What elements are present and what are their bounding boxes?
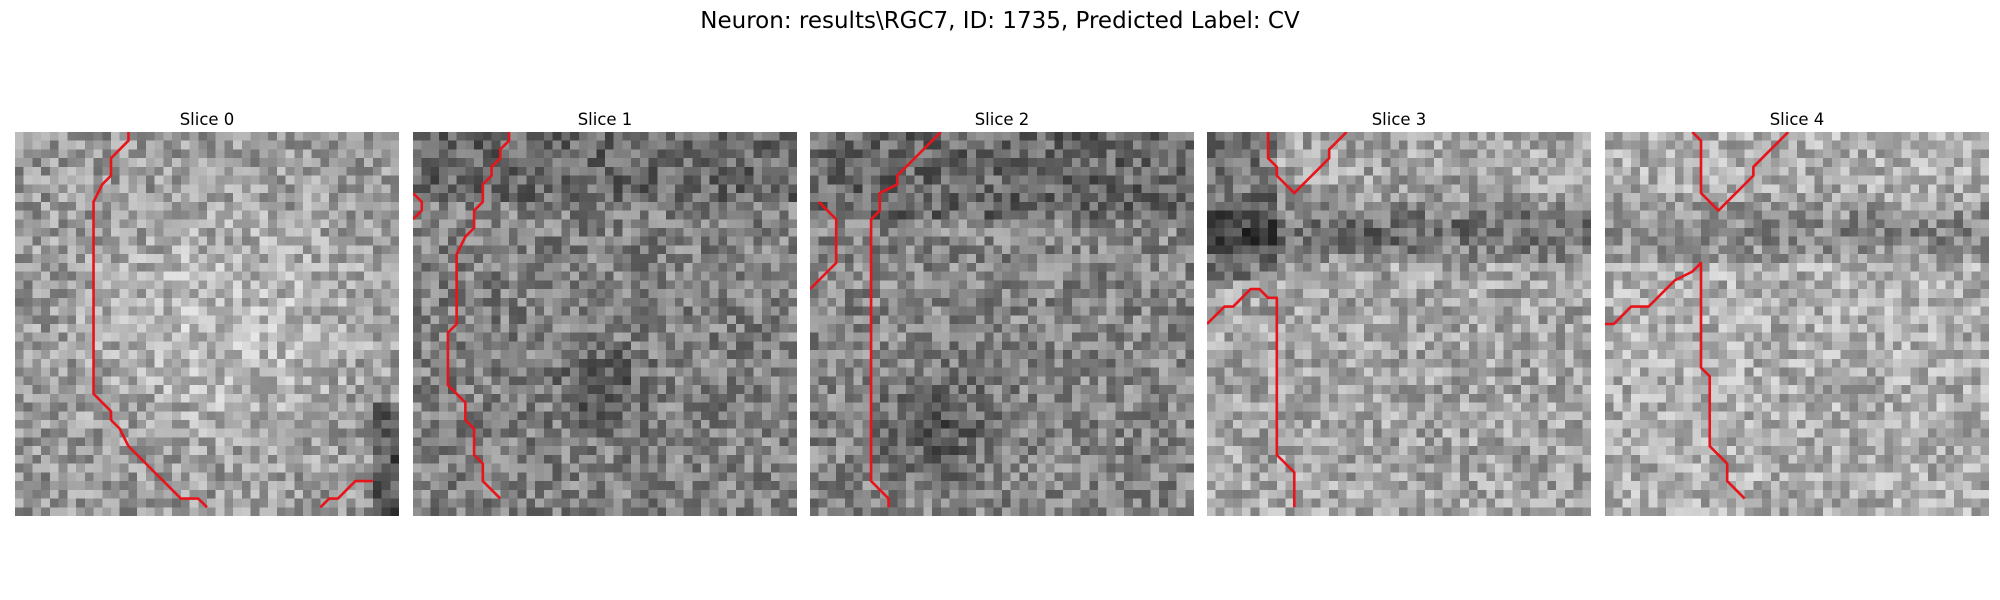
slice-title-3: Slice 3 (1371, 110, 1427, 129)
contour-line-0 (92, 132, 208, 509)
slice-panel-3: Slice 3 (1207, 108, 1591, 516)
slice-panel-4: Slice 4 (1605, 108, 1989, 516)
slice-panel-0: Slice 0 (15, 108, 399, 516)
contour-line-0 (446, 132, 511, 500)
slice-image-2 (810, 132, 1194, 516)
slice-panel-2: Slice 2 (810, 108, 1194, 516)
pixel-texture (1207, 132, 1591, 516)
slice-panel-1: Slice 1 (413, 108, 797, 516)
contour-line-0 (1691, 132, 1790, 212)
slice-image-0 (15, 132, 399, 516)
pixel-texture (15, 132, 399, 516)
contour-line-1 (1605, 261, 1746, 500)
contour-line-0 (869, 132, 942, 508)
pixel-texture (1605, 132, 1989, 516)
figure-title: Neuron: results\RGC7, ID: 1735, Predicte… (700, 8, 1300, 34)
pixel-texture (413, 132, 797, 516)
slice-title-1: Slice 1 (577, 110, 633, 129)
contour-line-1 (413, 192, 424, 221)
slice-title-2: Slice 2 (974, 110, 1030, 129)
slice-title-0: Slice 0 (179, 110, 235, 129)
contour-line-1 (319, 479, 373, 509)
contour-line-1 (1207, 287, 1296, 508)
slice-image-3 (1207, 132, 1591, 516)
slice-image-1 (413, 132, 797, 516)
slice-image-4 (1605, 132, 1989, 516)
pixel-texture (810, 132, 1194, 516)
contour-line-1 (810, 200, 838, 291)
contour-line-0 (1266, 132, 1348, 195)
slice-title-4: Slice 4 (1769, 110, 1825, 129)
